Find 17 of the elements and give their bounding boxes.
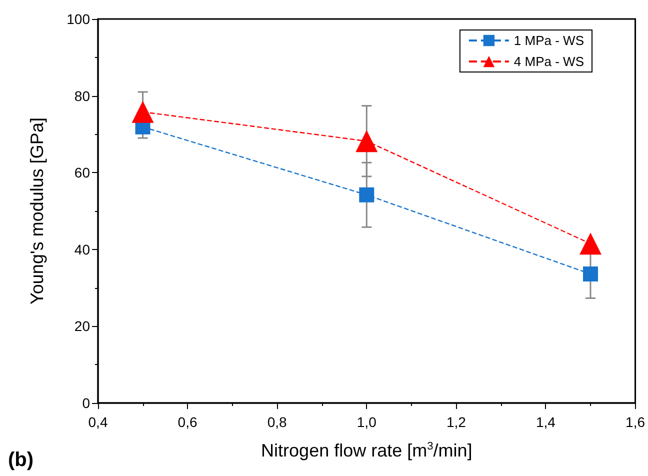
- legend-label: 4 MPa - WS: [514, 54, 584, 69]
- y-axis-title: Young's modulus [GPa]: [27, 118, 47, 304]
- y-tick-label: 20: [74, 318, 90, 334]
- y-tick-label: 80: [74, 88, 90, 104]
- text: (b): [8, 449, 34, 471]
- y-tick-label: 40: [74, 241, 90, 258]
- legend-label: 1 MPa - WS: [514, 33, 584, 48]
- x-tick-label: 1,6: [626, 414, 646, 430]
- x-tick-label: 0,6: [178, 414, 198, 430]
- x-tick-label: 1,0: [356, 414, 377, 430]
- x-tick-label: 0,8: [267, 414, 288, 430]
- x-tick-label: 1,2: [446, 414, 466, 430]
- x-tick-label: 0,4: [88, 414, 108, 430]
- y-tick-label: 60: [74, 164, 90, 181]
- y-tick-label: 100: [66, 11, 90, 27]
- x-tick-label: 1,4: [536, 414, 556, 430]
- y-tick-label: 0: [82, 395, 90, 411]
